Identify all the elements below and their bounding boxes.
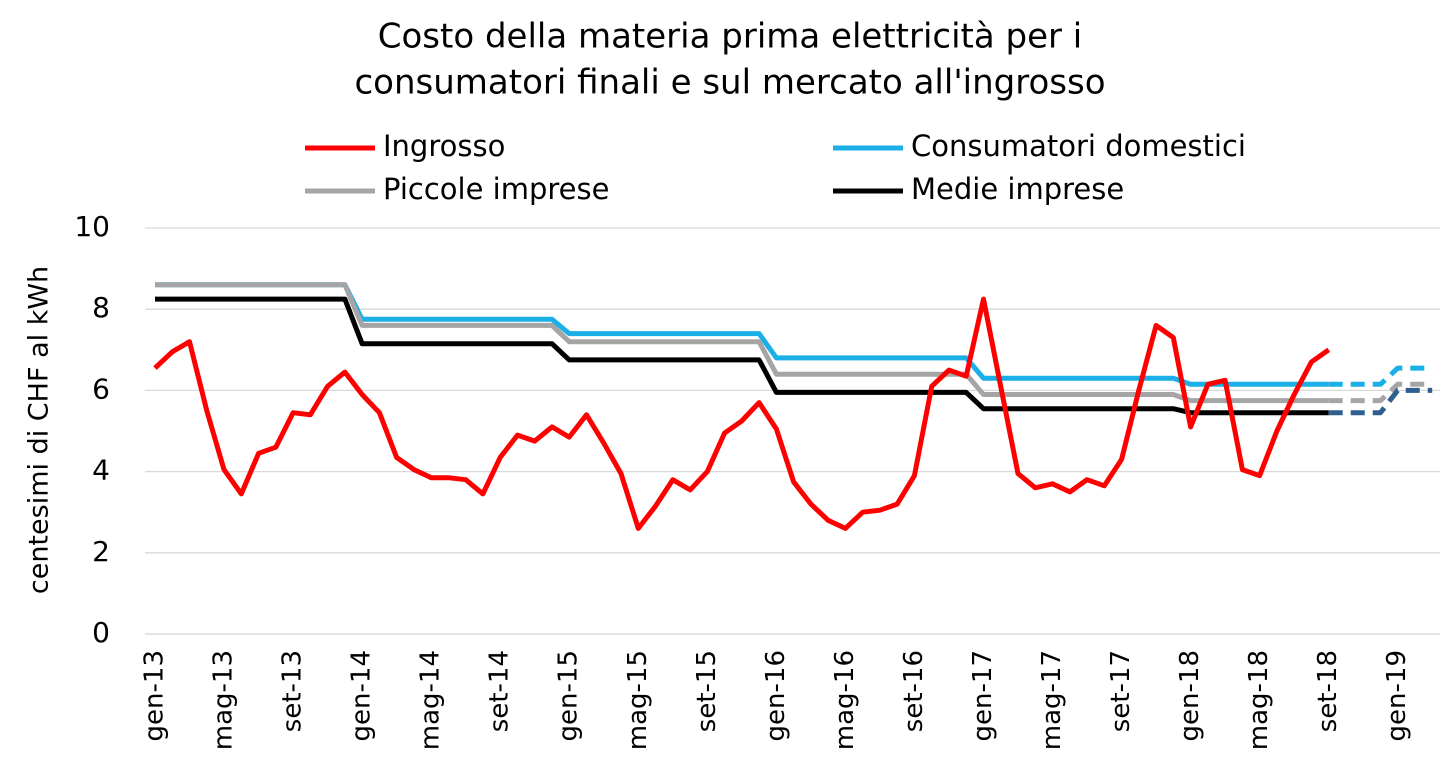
series-line-dashed <box>1328 381 1433 404</box>
x-tick-label: mag-17 <box>1037 650 1067 750</box>
x-tick-label: mag-18 <box>1244 650 1274 750</box>
x-tick-label: gen-15 <box>554 650 584 741</box>
y-tick-label: 10 <box>74 210 110 243</box>
series-line-dashed <box>1328 387 1433 416</box>
x-tick-label: gen-17 <box>968 650 998 741</box>
y-tick-label: 8 <box>92 291 110 324</box>
legend-label: Medie imprese <box>911 172 1124 206</box>
y-tick-label: 6 <box>92 372 110 405</box>
legend-label: Consumatori domestici <box>911 129 1246 163</box>
x-tick-label: gen-19 <box>1382 650 1412 741</box>
x-tick-label: gen-16 <box>761 650 791 741</box>
x-tick-label: mag-13 <box>209 650 239 750</box>
x-tick-label: mag-16 <box>830 650 860 750</box>
x-tick-label: mag-14 <box>416 650 446 750</box>
legend-label: Piccole imprese <box>383 172 609 206</box>
series-line-dashed <box>1328 365 1433 387</box>
x-tick-label: set-14 <box>485 650 515 732</box>
x-tick-label: gen-13 <box>140 650 170 741</box>
x-tick-label: set-17 <box>1106 650 1136 732</box>
y-tick-label: 0 <box>92 616 110 649</box>
legend-label: Ingrosso <box>383 129 505 163</box>
chart-title: consumatori finali e sul mercato all'ing… <box>354 63 1105 103</box>
series-line <box>153 296 1331 531</box>
x-tick-label: set-16 <box>899 650 929 732</box>
x-tick-label: set-13 <box>278 650 308 732</box>
chart-title: Costo della materia prima elettricità pe… <box>378 17 1083 57</box>
y-axis-label: centesimi di CHF al kWh <box>24 266 55 594</box>
y-tick-label: 2 <box>92 535 110 568</box>
x-tick-label: mag-15 <box>623 650 653 750</box>
x-tick-label: gen-18 <box>1175 650 1205 741</box>
x-tick-label: gen-14 <box>347 650 377 741</box>
y-tick-label: 4 <box>92 454 110 487</box>
x-tick-label: set-15 <box>692 650 722 732</box>
series-line <box>155 282 1329 404</box>
x-tick-label: set-18 <box>1313 650 1343 732</box>
